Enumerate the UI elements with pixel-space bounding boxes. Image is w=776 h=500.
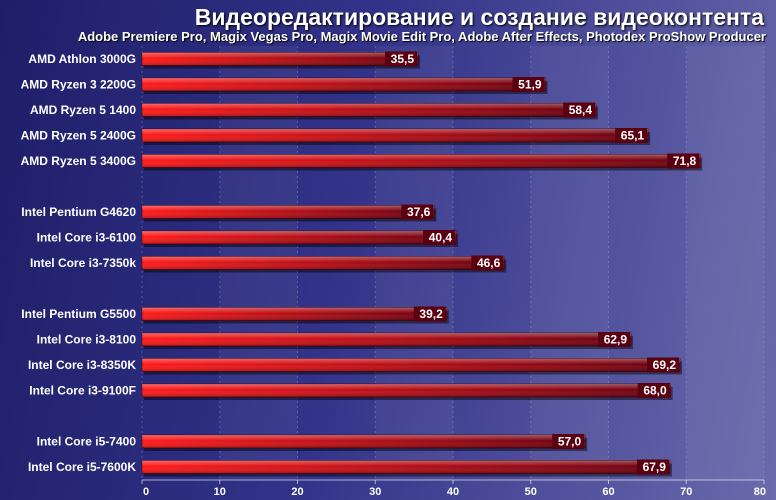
value-label: 57,0 xyxy=(558,435,582,449)
value-label-bg xyxy=(413,306,446,322)
category-label: AMD Athlon 3000G xyxy=(28,52,136,66)
value-label-bg xyxy=(552,434,585,449)
value-label-bg xyxy=(598,332,631,347)
chart-title: Видеоредактирование и создание видеоконт… xyxy=(194,4,764,30)
category-label: Intel Core i3-7350k xyxy=(30,256,136,270)
category-label: AMD Ryzen 5 2400G xyxy=(21,129,136,143)
value-label-bg xyxy=(615,128,648,143)
value-label: 65,1 xyxy=(621,129,645,143)
x-tick-label: 80 xyxy=(754,486,766,498)
bar-highlight xyxy=(142,333,632,346)
category-label: AMD Ryzen 5 3400G xyxy=(21,154,136,168)
value-label: 35,5 xyxy=(391,52,415,66)
category-label: Intel Core i3-6100 xyxy=(37,231,137,245)
bar-highlight xyxy=(142,307,447,321)
category-label: Intel Core i3-8100 xyxy=(37,333,137,347)
value-label-bg xyxy=(401,204,434,220)
x-tick-label: 20 xyxy=(291,486,303,498)
bar-highlight xyxy=(142,52,419,66)
bar-highlight xyxy=(142,435,586,448)
x-tick-label: 30 xyxy=(369,486,381,498)
value-label: 40,4 xyxy=(429,231,453,245)
value-label-bg xyxy=(385,51,418,67)
value-label-bg xyxy=(563,102,596,118)
value-label-bg xyxy=(636,459,669,475)
value-label: 39,2 xyxy=(419,307,443,321)
category-label: AMD Ryzen 5 1400 xyxy=(30,103,136,117)
bar-highlight xyxy=(142,460,670,474)
bar-highlight xyxy=(142,384,671,397)
category-label: Intel Core i5-7600K xyxy=(28,460,136,474)
value-label: 51,9 xyxy=(518,78,542,92)
bar-highlight xyxy=(142,358,681,372)
category-label: Intel Core i3-8350K xyxy=(28,358,136,372)
x-tick-label: 50 xyxy=(525,486,537,498)
category-label: Intel Pentium G4620 xyxy=(21,205,136,219)
bar-highlight xyxy=(142,154,701,168)
category-label: Intel Pentium G5500 xyxy=(21,307,136,321)
grid-band xyxy=(530,46,609,480)
value-label-bg xyxy=(667,153,700,169)
value-label: 69,2 xyxy=(653,358,677,372)
value-label: 37,6 xyxy=(407,205,431,219)
x-tick-label: 40 xyxy=(447,486,459,498)
value-label-bg xyxy=(647,357,680,373)
category-label: Intel Core i3-9100F xyxy=(29,384,136,398)
x-tick-label: 70 xyxy=(680,486,692,498)
x-axis: 0 10 20 30 40 50 60 70 80 xyxy=(141,479,766,498)
grid-band xyxy=(686,46,764,480)
value-label: 58,4 xyxy=(569,103,593,117)
chart-subtitle: Adobe Premiere Pro, Magix Vegas Pro, Mag… xyxy=(77,29,766,44)
bar-layer: AMD Athlon 3000G 35,5 AMD Ryzen 3 2200G 51,… xyxy=(21,51,703,477)
value-label: 62,9 xyxy=(604,333,628,347)
category-label: Intel Core i5-7400 xyxy=(37,435,137,449)
value-label: 46,6 xyxy=(477,256,501,270)
x-tick-label: 10 xyxy=(214,486,226,498)
bar-highlight xyxy=(142,256,505,270)
value-label: 68,0 xyxy=(643,384,667,398)
x-tick-label: 0 xyxy=(143,486,149,498)
bar-highlight xyxy=(142,231,457,244)
category-label: AMD Ryzen 3 2200G xyxy=(21,78,136,92)
value-label: 67,9 xyxy=(643,460,667,474)
bar-highlight xyxy=(142,103,597,117)
value-label-bg xyxy=(637,383,670,398)
value-label-bg xyxy=(512,77,545,92)
bar-highlight xyxy=(142,129,649,142)
value-label-bg xyxy=(423,230,456,245)
value-label: 71,8 xyxy=(673,154,697,168)
bar-highlight xyxy=(142,205,435,219)
value-label-bg xyxy=(471,255,504,271)
x-tick-label: 60 xyxy=(602,486,614,498)
bar-highlight xyxy=(142,78,546,91)
